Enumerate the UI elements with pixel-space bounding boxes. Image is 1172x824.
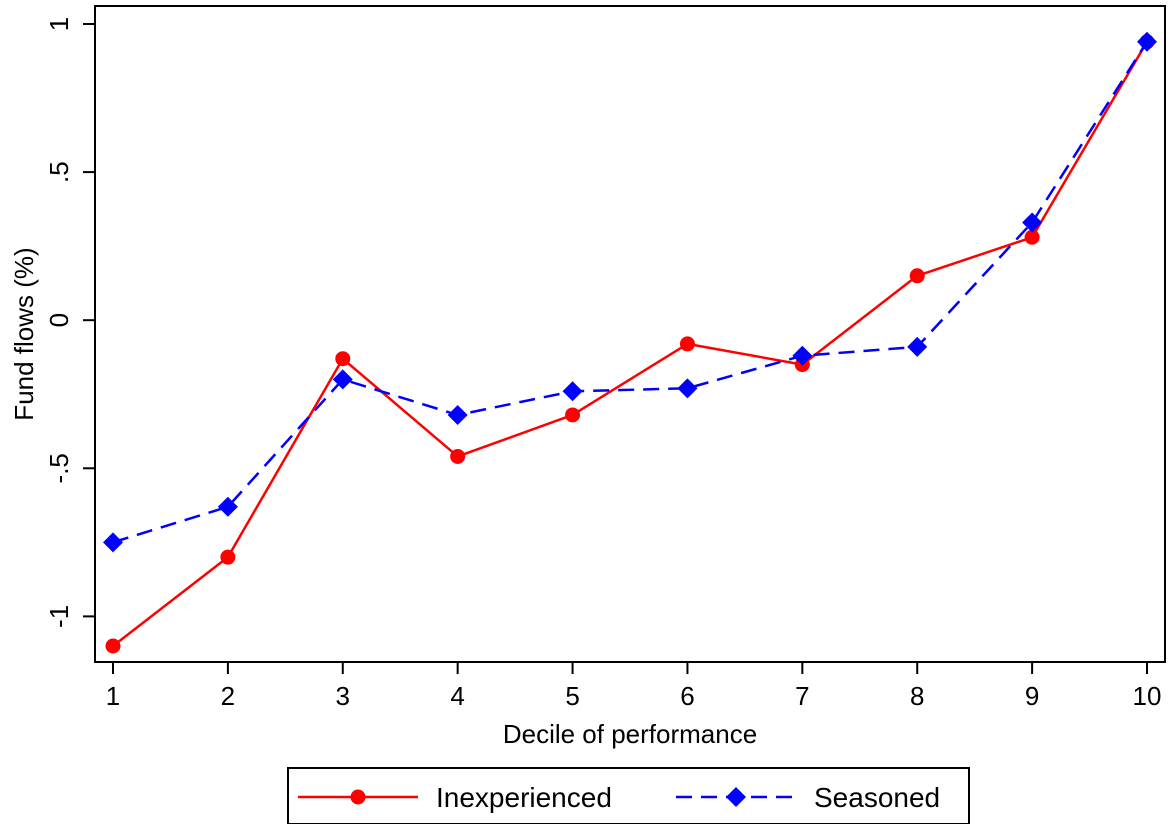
data-point-inexperienced	[565, 407, 581, 423]
x-tick-label: 8	[910, 681, 924, 711]
x-axis: 1 2 3 4 5 6 7 8 9 10	[106, 662, 1162, 711]
x-tick-label: 7	[795, 681, 809, 711]
x-axis-title: Decile of performance	[503, 719, 757, 749]
data-point-inexperienced	[909, 268, 925, 284]
data-point-seasoned	[792, 345, 813, 366]
series-seasoned	[103, 31, 1157, 553]
data-point-seasoned	[1137, 31, 1157, 52]
x-tick-label: 1	[106, 681, 120, 711]
data-point-seasoned	[562, 381, 583, 402]
data-point-seasoned	[217, 496, 238, 517]
data-point-inexperienced	[220, 549, 236, 565]
x-tick-label: 5	[565, 681, 579, 711]
y-tick-label: 1	[44, 17, 74, 31]
x-tick-label: 10	[1133, 681, 1162, 711]
legend-marker-inexperienced	[350, 789, 366, 805]
series-line-inexperienced	[112, 41, 1149, 647]
series-layer	[103, 31, 1157, 654]
legend-label-inexperienced: Inexperienced	[436, 782, 612, 813]
data-point-inexperienced	[1024, 229, 1040, 245]
plot-frame	[94, 5, 1166, 663]
data-point-seasoned	[1022, 212, 1043, 233]
data-point-seasoned	[332, 369, 353, 390]
y-tick-label: .5	[44, 161, 74, 183]
data-point-inexperienced	[450, 448, 466, 464]
y-tick-label: 0	[44, 313, 74, 327]
legend-marker-seasoned	[726, 787, 746, 807]
data-point-seasoned	[907, 336, 928, 357]
data-point-seasoned	[447, 404, 468, 425]
y-tick-label: -.5	[44, 453, 74, 483]
data-point-seasoned	[677, 378, 698, 399]
data-point-inexperienced	[335, 351, 351, 367]
x-tick-label: 4	[450, 681, 464, 711]
series-line-seasoned	[112, 41, 1149, 544]
data-point-seasoned	[103, 532, 123, 553]
legend: Inexperienced Seasoned	[287, 767, 970, 824]
y-axis-title: Fund flows (%)	[9, 247, 39, 420]
series-inexperienced	[105, 34, 1155, 654]
y-axis: -1 -.5 0 .5 1	[44, 17, 95, 628]
x-tick-label: 9	[1025, 681, 1039, 711]
x-tick-label: 6	[680, 681, 694, 711]
legend-label-seasoned: Seasoned	[814, 782, 940, 813]
x-tick-label: 3	[336, 681, 350, 711]
data-point-inexperienced	[105, 638, 121, 654]
y-tick-label: -1	[44, 605, 74, 628]
data-point-inexperienced	[679, 336, 695, 352]
x-tick-label: 2	[221, 681, 235, 711]
